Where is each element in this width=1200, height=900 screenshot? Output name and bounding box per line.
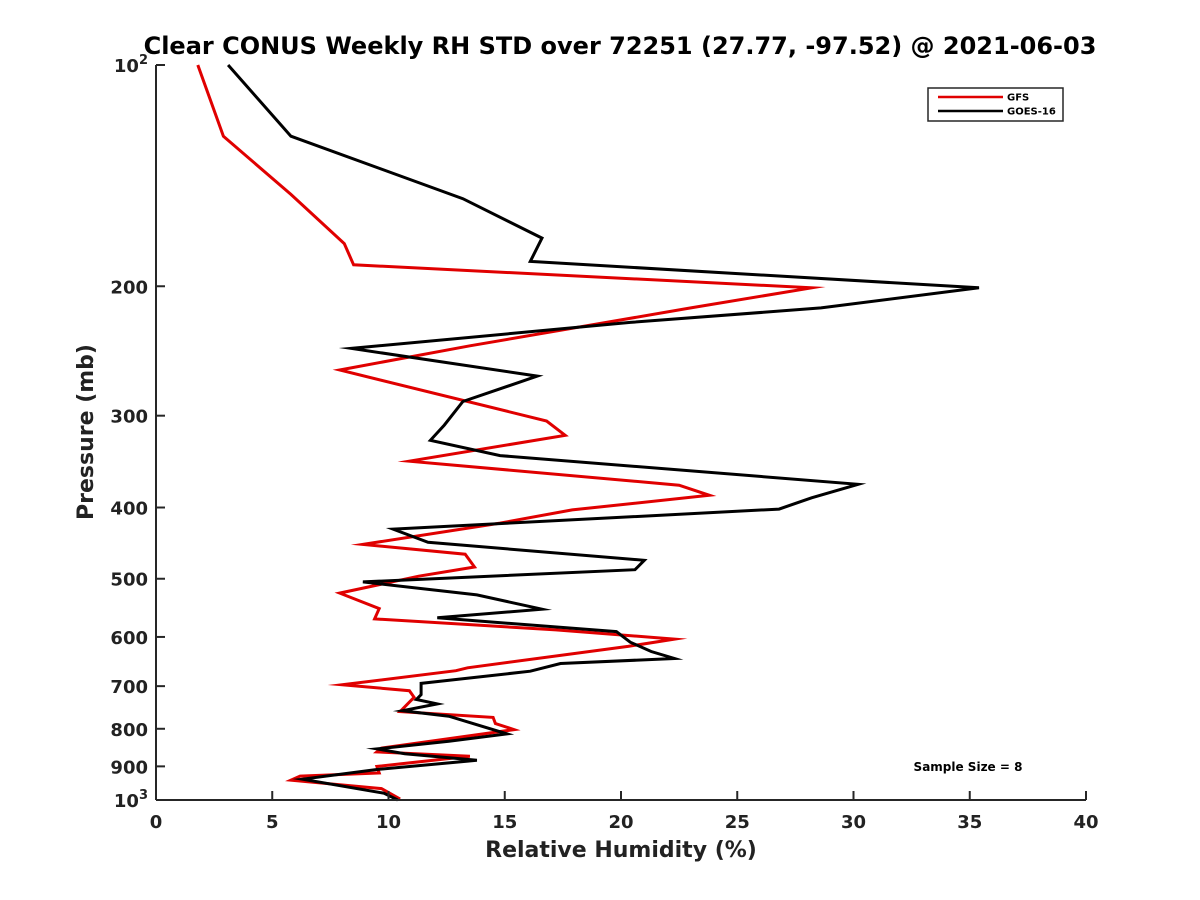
x-tick-label: 5 [266, 812, 279, 833]
series-line-gfs [196, 64, 826, 801]
y-tick-label-exponent: 2 [139, 53, 148, 68]
y-tick-label: 102 [114, 53, 148, 77]
chart-title: Clear CONUS Weekly RH STD over 72251 (27… [144, 32, 1097, 60]
x-tick-label: 0 [150, 812, 163, 833]
x-tick-label: 15 [492, 812, 517, 833]
legend: GFS GOES-16 [927, 87, 1064, 122]
series-layer [196, 64, 980, 802]
y-tick-label-base: 10 [114, 56, 139, 77]
x-tick-label: 25 [725, 812, 750, 833]
y-axis-label: Pressure (mb) [74, 344, 99, 520]
x-tick-label: 40 [1073, 812, 1098, 833]
y-tick-label: 600 [110, 628, 148, 649]
y-tick-label: 700 [110, 677, 148, 698]
y-tick-label: 200 [110, 277, 148, 298]
y-tick-label: 400 [110, 499, 148, 520]
y-tick-label: 300 [110, 407, 148, 428]
x-tick-label: 10 [376, 812, 401, 833]
x-axis-label: Relative Humidity (%) [485, 838, 757, 863]
x-tick-label: 30 [841, 812, 866, 833]
legend-box [927, 87, 1064, 122]
x-tick-label: 20 [608, 812, 633, 833]
series-line-goes-16 [226, 64, 980, 802]
y-tick-label-base: 10 [114, 791, 139, 812]
y-tick-label-exponent: 3 [139, 788, 148, 803]
legend-label-goes-16: GOES-16 [1007, 107, 1056, 118]
sample-size-annotation: Sample Size = 8 [914, 760, 1023, 774]
y-tick-label: 103 [114, 788, 148, 812]
legend-label-gfs: GFS [1007, 93, 1029, 104]
x-axis-ticks: 0 5 10 15 20 25 30 35 40 [150, 791, 1099, 833]
x-tick-label: 35 [957, 812, 982, 833]
y-tick-label: 800 [110, 720, 148, 741]
y-tick-label: 900 [110, 757, 148, 778]
y-tick-label: 500 [110, 570, 148, 591]
